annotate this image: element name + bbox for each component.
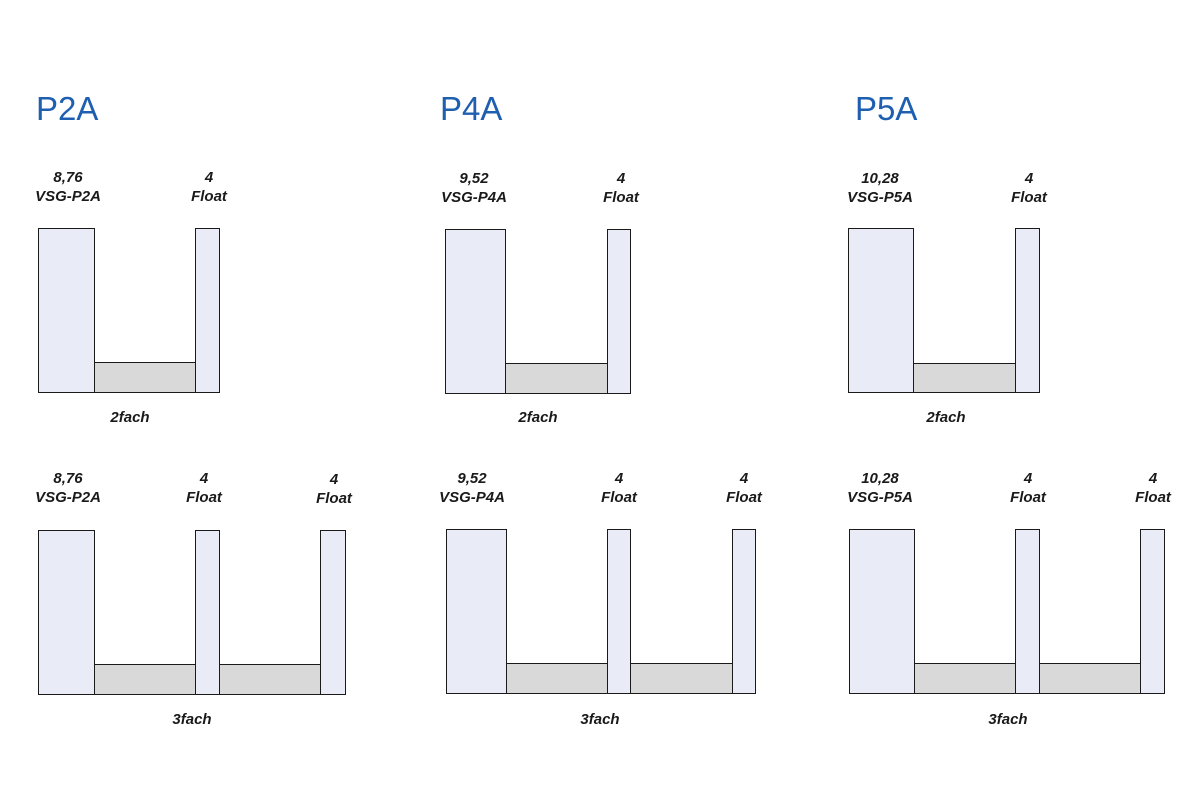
laminated-pane-label: 10,28 VSG-P5A <box>838 169 922 207</box>
triple-glazing-caption: 3fach <box>580 711 620 728</box>
laminated-type: VSG-P5A <box>847 189 913 206</box>
float-thickness: 4 <box>329 471 339 488</box>
float-glass-pane <box>195 530 220 695</box>
group-title-p2a: P2A <box>36 90 99 127</box>
float-glass-pane <box>1140 529 1165 694</box>
float-pane-label: 4 Float <box>717 469 771 507</box>
laminated-pane-label: 9,52 VSG-P4A <box>434 169 514 207</box>
float-pane-label: 4 Float <box>592 469 646 507</box>
float-thickness: 4 <box>1024 170 1034 187</box>
triple-glazing-caption: 3fach <box>172 711 212 728</box>
group-title-p5a: P5A <box>855 90 918 127</box>
float-pane-label: 4 Float <box>1001 469 1055 507</box>
float-thickness: 4 <box>1023 470 1033 487</box>
laminated-thickness: 8,76 <box>53 470 83 487</box>
float-type: Float <box>316 490 352 507</box>
float-glass-pane <box>1015 228 1040 393</box>
laminated-pane-label: 10,28 VSG-P5A <box>838 469 922 507</box>
laminated-type: VSG-P5A <box>847 489 913 506</box>
float-type: Float <box>1011 189 1047 206</box>
triple-glazing-caption: 3fach <box>988 711 1028 728</box>
laminated-glass-pane <box>445 229 506 394</box>
float-glass-pane <box>732 529 756 694</box>
laminated-pane-label: 8,76 VSG-P2A <box>28 168 108 206</box>
group-title-p4a: P4A <box>440 90 503 127</box>
float-thickness: 4 <box>739 470 749 487</box>
laminated-pane-label: 9,52 VSG-P4A <box>432 469 512 507</box>
laminated-type: VSG-P4A <box>441 189 507 206</box>
float-glass-pane <box>1015 529 1040 694</box>
float-glass-pane <box>320 530 346 695</box>
laminated-pane-label: 8,76 VSG-P2A <box>28 469 108 507</box>
spacer-gap <box>1039 663 1141 694</box>
spacer-gap <box>913 363 1016 393</box>
float-pane-label: 4 Float <box>307 470 361 508</box>
double-glazing-caption: 2fach <box>926 409 966 426</box>
laminated-glass-pane <box>38 228 95 393</box>
float-thickness: 4 <box>204 169 214 186</box>
laminated-thickness: 10,28 <box>861 470 899 487</box>
float-thickness: 4 <box>199 470 209 487</box>
float-type: Float <box>1135 489 1171 506</box>
float-type: Float <box>186 489 222 506</box>
spacer-gap <box>630 663 733 694</box>
double-glazing-caption: 2fach <box>110 409 150 426</box>
float-pane-label: 4 Float <box>1002 169 1056 207</box>
laminated-glass-pane <box>848 228 914 393</box>
spacer-gap <box>505 363 608 394</box>
laminated-type: VSG-P2A <box>35 188 101 205</box>
laminated-thickness: 9,52 <box>457 470 487 487</box>
float-pane-label: 4 Float <box>594 169 648 207</box>
spacer-gap <box>914 663 1016 694</box>
float-pane-label: 4 Float <box>177 469 231 507</box>
laminated-glass-pane <box>849 529 915 694</box>
float-thickness: 4 <box>614 470 624 487</box>
laminated-thickness: 9,52 <box>459 170 489 187</box>
float-thickness: 4 <box>616 170 626 187</box>
float-type: Float <box>601 489 637 506</box>
double-glazing-caption: 2fach <box>518 409 558 426</box>
float-glass-pane <box>607 229 631 394</box>
laminated-glass-pane <box>446 529 507 694</box>
laminated-type: VSG-P2A <box>35 489 101 506</box>
float-glass-pane <box>607 529 631 694</box>
spacer-gap <box>219 664 321 695</box>
laminated-type: VSG-P4A <box>439 489 505 506</box>
float-glass-pane <box>195 228 220 393</box>
spacer-gap <box>94 362 196 393</box>
float-type: Float <box>1010 489 1046 506</box>
float-type: Float <box>191 188 227 205</box>
laminated-thickness: 10,28 <box>861 170 899 187</box>
float-type: Float <box>603 189 639 206</box>
float-type: Float <box>726 489 762 506</box>
float-pane-label: 4 Float <box>182 168 236 206</box>
laminated-thickness: 8,76 <box>53 169 83 186</box>
float-thickness: 4 <box>1148 470 1158 487</box>
spacer-gap <box>506 663 608 694</box>
laminated-glass-pane <box>38 530 95 695</box>
float-pane-label: 4 Float <box>1126 469 1180 507</box>
spacer-gap <box>94 664 196 695</box>
